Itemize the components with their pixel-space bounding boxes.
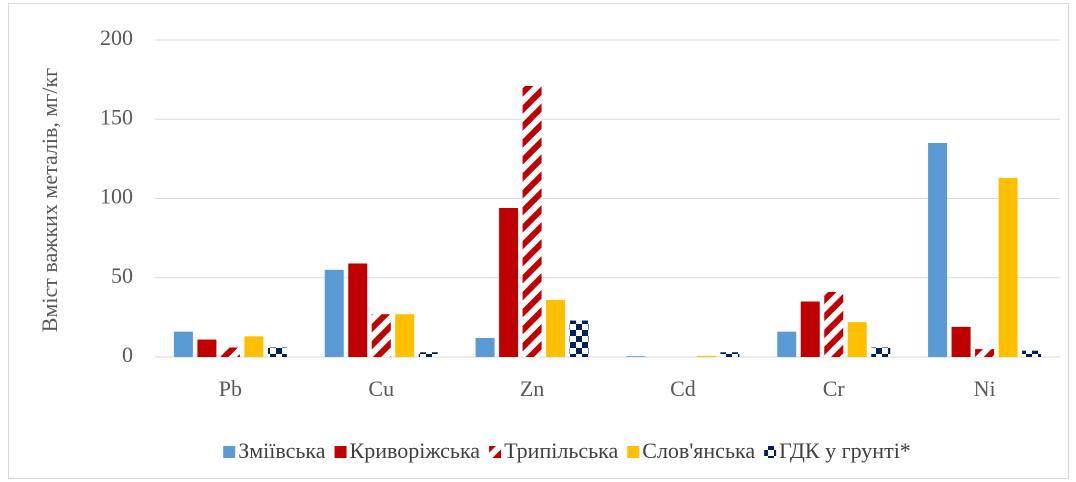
y-tick-label: 100	[100, 184, 133, 209]
legend-swatch	[489, 446, 502, 458]
legend-text: Криворіжська	[350, 438, 481, 463]
bar	[696, 355, 716, 357]
x-tick-label: Cd	[670, 376, 696, 401]
bar	[800, 301, 820, 357]
bar	[975, 349, 995, 357]
bar	[173, 331, 193, 357]
bar	[499, 208, 519, 357]
bar	[847, 322, 867, 357]
y-tick-label: 150	[100, 104, 133, 129]
bar	[626, 356, 646, 357]
bar	[244, 336, 264, 357]
legend-swatch	[627, 446, 640, 458]
bar	[418, 352, 438, 357]
legend-text: Трипільська	[504, 438, 618, 463]
x-tick-label: Ni	[974, 376, 996, 401]
bar	[197, 339, 217, 357]
x-tick-label: Zn	[520, 376, 544, 401]
bar	[1022, 350, 1042, 357]
x-tick-label: Cu	[368, 376, 394, 401]
y-tick-label: 0	[122, 342, 133, 367]
y-tick-label: 200	[100, 25, 133, 50]
bar	[395, 314, 415, 357]
y-axis-label: Вміст важких металів, мг/кг	[37, 68, 62, 332]
legend-swatch	[764, 446, 777, 458]
bar	[777, 331, 797, 357]
legend-text: Слов'янська	[642, 438, 755, 463]
y-tick-label: 50	[111, 263, 133, 288]
bar	[324, 269, 344, 357]
x-tick-label: Pb	[219, 376, 242, 401]
bar	[998, 177, 1018, 357]
legend-swatch	[223, 446, 236, 458]
bar	[871, 347, 891, 357]
bar	[720, 352, 740, 357]
bar	[267, 347, 287, 357]
legend-swatch	[334, 446, 347, 458]
bar	[522, 85, 542, 357]
bar	[220, 347, 240, 357]
bar	[569, 320, 589, 357]
bar	[475, 337, 495, 357]
legend-text: Зміївська	[238, 438, 326, 463]
bar	[348, 263, 368, 357]
bar	[546, 299, 566, 357]
legend-text: ГДК у грунті*	[779, 438, 911, 463]
bar	[928, 143, 948, 357]
bar	[824, 292, 844, 357]
bar	[371, 314, 391, 357]
bar	[951, 326, 971, 357]
x-tick-label: Cr	[823, 376, 846, 401]
